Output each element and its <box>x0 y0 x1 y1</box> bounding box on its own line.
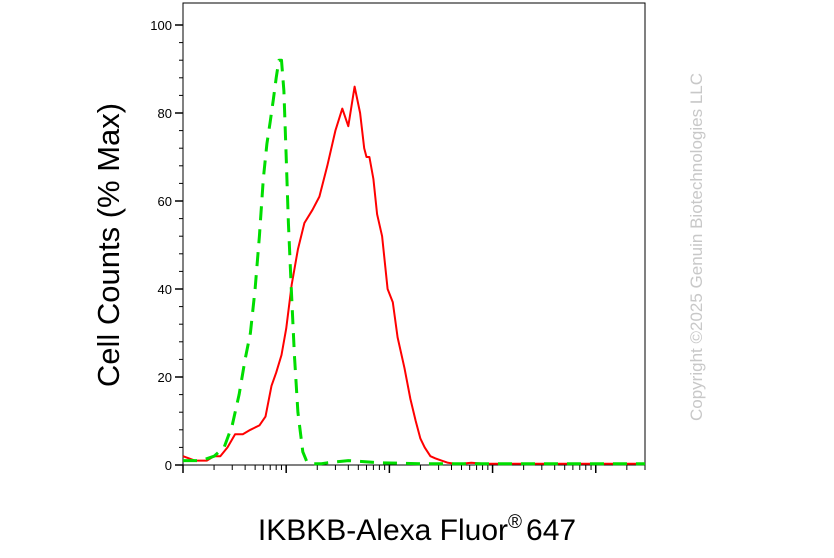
sample-histogram-line <box>182 85 645 465</box>
y-axis: 0 20 40 60 80 100 <box>150 18 183 473</box>
y-tick-label: 100 <box>150 18 172 33</box>
y-axis-title: Cell Counts (% Max) <box>91 103 126 387</box>
y-tick-label: 40 <box>158 282 172 297</box>
y-tick-label: 20 <box>158 370 172 385</box>
control-histogram-line <box>183 58 645 466</box>
plot-border <box>182 2 646 466</box>
x-axis-title: IKBKB-Alexa Fluor® 647 <box>258 512 576 547</box>
x-axis-title-main: IKBKB-Alexa Fluor <box>258 514 508 547</box>
x-axis-title-suffix: 647 <box>526 514 576 547</box>
copyright-watermark: Copyright ©2025 Genuin Biotechnologies L… <box>687 73 706 421</box>
plot-frame <box>182 2 646 466</box>
y-tick-label: 80 <box>158 106 172 121</box>
x-axis-title-superscript: ® <box>508 512 522 533</box>
series-layer <box>182 58 645 466</box>
y-tick-label: 60 <box>158 194 172 209</box>
y-tick-label: 0 <box>165 458 172 473</box>
x-axis <box>182 465 646 473</box>
